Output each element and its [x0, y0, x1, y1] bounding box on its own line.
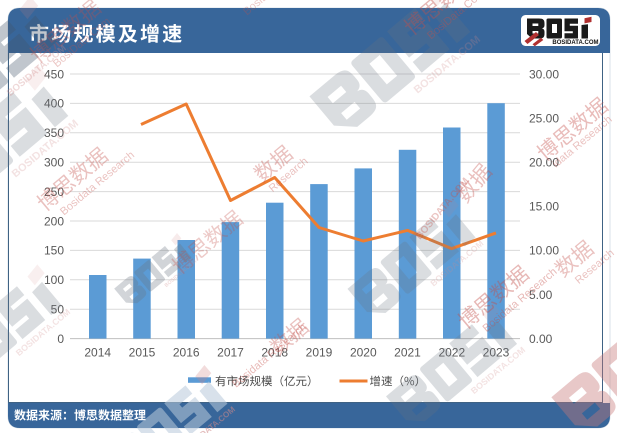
svg-text:100: 100	[44, 273, 64, 287]
svg-text:150: 150	[44, 244, 64, 258]
svg-text:450: 450	[44, 67, 64, 81]
svg-text:2020: 2020	[350, 346, 377, 360]
svg-text:15.00: 15.00	[529, 200, 559, 214]
svg-text:2018: 2018	[261, 346, 288, 360]
svg-text:300: 300	[44, 156, 64, 170]
svg-text:10.00: 10.00	[529, 244, 559, 258]
svg-text:2014: 2014	[84, 346, 111, 360]
svg-text:2015: 2015	[129, 346, 156, 360]
svg-text:0.00: 0.00	[529, 332, 553, 346]
svg-text:0: 0	[57, 332, 64, 346]
svg-text:30.00: 30.00	[529, 67, 559, 81]
svg-text:2016: 2016	[173, 346, 200, 360]
svg-text:250: 250	[44, 185, 64, 199]
svg-text:2021: 2021	[394, 346, 421, 360]
svg-text:2017: 2017	[217, 346, 244, 360]
svg-text:BOSIDATA.COM: BOSIDATA.COM	[552, 40, 598, 46]
svg-text:20.00: 20.00	[529, 156, 559, 170]
svg-text:2019: 2019	[306, 346, 333, 360]
svg-text:200: 200	[44, 214, 64, 228]
svg-text:5.00: 5.00	[529, 288, 553, 302]
svg-text:350: 350	[44, 126, 64, 140]
svg-text:25.00: 25.00	[529, 111, 559, 125]
